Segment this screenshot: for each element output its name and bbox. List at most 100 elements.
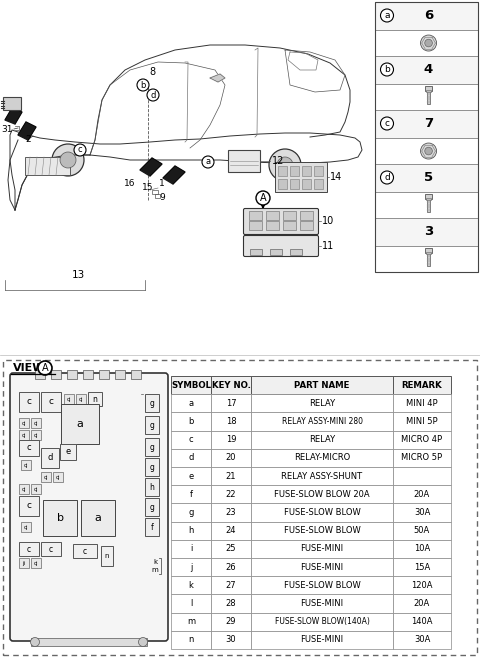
Text: 31: 31 [1,125,13,135]
Bar [251,449,393,467]
Bar [211,521,251,540]
Text: MINI 5P: MINI 5P [406,417,438,426]
Circle shape [147,89,159,101]
Text: cj: cj [24,525,28,529]
Text: cj: cj [34,560,38,566]
Bar [211,540,251,558]
Bar [31,484,41,494]
Bar [211,595,251,612]
Text: g: g [150,502,155,512]
Bar [426,90,431,92]
Bar [375,2,478,30]
Bar [145,498,159,516]
Text: MICRO 5P: MICRO 5P [401,453,443,463]
Bar [145,518,159,536]
Bar [19,542,39,556]
Bar [251,412,393,430]
Bar [314,179,323,189]
Bar [393,430,451,449]
Bar [64,394,74,404]
Bar [171,558,211,576]
Bar [393,467,451,485]
Bar [251,430,393,449]
Text: 11: 11 [322,241,334,251]
Circle shape [139,638,147,647]
Bar [31,558,41,568]
Bar [145,458,159,476]
Bar [60,444,76,460]
Bar [251,558,393,576]
Bar [171,504,211,521]
Text: FUSE-MINI: FUSE-MINI [300,599,344,608]
Bar [290,249,302,255]
Text: a: a [205,158,211,166]
Text: a: a [189,399,193,408]
Text: 2: 2 [25,135,31,145]
Text: c: c [83,546,87,556]
Text: 6: 6 [424,9,433,22]
Bar [393,558,451,576]
Bar [270,249,282,255]
Bar [427,253,430,265]
Bar [375,138,478,164]
Bar [145,416,159,434]
Text: 27: 27 [226,581,236,590]
Text: MINI 4P: MINI 4P [406,399,438,408]
Bar [171,595,211,612]
Text: cj: cj [56,475,60,480]
Text: k: k [153,559,157,565]
Bar [393,394,451,412]
Text: 15A: 15A [414,562,430,572]
FancyBboxPatch shape [243,236,319,257]
Circle shape [52,144,84,176]
Text: SYMBOL: SYMBOL [171,381,211,389]
Text: 120A: 120A [411,581,433,590]
Bar [211,467,251,485]
Bar [251,540,393,558]
Bar [278,166,287,176]
Bar [375,164,478,192]
Text: RELAY-MICRO: RELAY-MICRO [294,453,350,463]
Bar [41,392,61,412]
Text: d: d [384,173,390,182]
Bar [393,612,451,631]
Bar [211,576,251,595]
Bar [250,249,262,255]
Text: d: d [188,453,194,463]
Polygon shape [5,108,22,124]
Bar [21,522,31,532]
Bar [21,460,31,470]
Text: cj: cj [67,397,71,401]
Bar [171,521,211,540]
Circle shape [277,157,293,173]
Text: REMARK: REMARK [402,381,443,389]
Bar [73,544,97,558]
Text: FUSE-MINI: FUSE-MINI [300,636,344,644]
Text: c: c [27,544,31,554]
Text: cj: cj [34,486,38,492]
Text: VIEW: VIEW [13,363,46,373]
Text: 15: 15 [142,183,154,193]
Bar [251,376,393,394]
Text: 17: 17 [226,399,236,408]
Bar [171,540,211,558]
Bar [426,197,431,200]
Text: h: h [188,526,194,535]
Bar [393,449,451,467]
Text: c: c [78,145,82,154]
Text: c: c [189,435,193,444]
Bar [425,86,432,90]
Bar [171,412,211,430]
Text: k: k [189,581,193,590]
Bar [171,467,211,485]
Bar [211,412,251,430]
Bar [393,540,451,558]
Bar [375,56,478,84]
Bar [211,430,251,449]
Bar [53,472,63,482]
Text: a: a [95,513,101,523]
Bar [251,595,393,612]
Bar [375,192,478,218]
Text: 29: 29 [226,617,236,626]
Bar [211,504,251,521]
